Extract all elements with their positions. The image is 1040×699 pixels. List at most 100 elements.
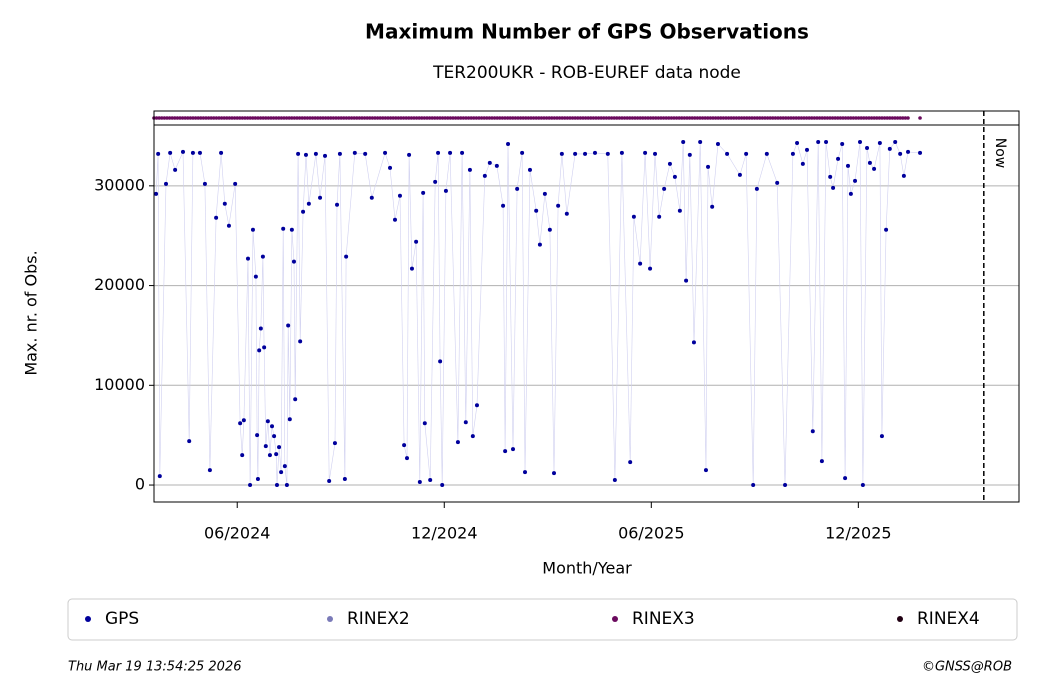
data-point [503,449,508,454]
data-point [698,139,703,144]
availability-dot [901,116,905,120]
legend-label: GPS [105,609,139,629]
availability-dot [706,116,710,120]
data-point [523,470,528,475]
data-point [764,151,769,156]
data-point [267,453,272,458]
availability-dot [401,116,406,120]
availability-dot [594,116,598,120]
availability-dot [869,116,874,120]
data-point [262,345,267,350]
availability-dot [630,116,635,120]
data-point [417,480,422,485]
availability-dot [448,116,453,120]
availability-dot [560,116,564,120]
data-point [667,161,672,166]
data-point [286,323,291,328]
availability-dot [482,116,487,120]
availability-dot [664,116,668,120]
availability-dot [817,116,822,120]
availability-dot [615,116,619,120]
availability-dot [867,116,871,120]
availability-dot [849,116,853,120]
availability-dot [755,116,759,120]
availability-dot [804,116,809,120]
data-point [303,152,308,157]
availability-dot [466,116,471,120]
data-point [265,419,270,424]
availability-dot [261,116,266,120]
y-tick-label: 0 [135,475,145,494]
availability-dot [682,116,687,120]
data-point [433,179,438,184]
availability-dot [253,116,258,120]
availability-dot [365,116,370,120]
availability-dot [391,116,396,120]
data-point [253,274,258,279]
availability-dot [485,116,489,120]
data-point [202,181,207,186]
availability-dot [357,116,362,120]
availability-dot [248,116,252,120]
data-point [884,227,889,232]
availability-dot [500,116,505,120]
data-point [260,254,265,259]
availability-dot [898,116,902,120]
availability-dot [245,116,250,120]
data-point [222,201,227,206]
data-point [463,420,468,425]
footer-copyright: ©GNSS@ROB [922,660,1012,675]
availability-dot [773,116,778,120]
data-point [804,147,809,152]
data-point [207,468,212,473]
availability-dot [451,116,455,120]
availability-dot [732,116,736,120]
data-point [710,204,715,209]
availability-dot [474,116,479,120]
data-point [313,151,318,156]
data-point [298,339,303,344]
legend-label: RINEX3 [632,609,695,629]
availability-dot [300,116,305,120]
availability-dot [487,116,492,120]
data-point [564,211,569,216]
data-point [893,139,898,144]
availability-dot [186,116,190,120]
availability-dot [529,116,533,120]
availability-dot [763,116,767,120]
availability-dot [633,116,637,120]
data-point [255,433,260,438]
availability-dot [643,116,648,120]
availability-dot [768,116,772,120]
availability-dot [729,116,733,120]
data-point [289,227,294,232]
availability-dot [680,116,684,120]
availability-dot [815,116,819,120]
data-point [335,202,340,207]
data-point [460,150,465,155]
availability-dot [552,116,557,120]
availability-dot [672,116,676,120]
data-point [421,190,426,195]
availability-dot [833,116,837,120]
data-point [282,464,287,469]
availability-dot [420,116,424,120]
availability-dot [591,116,596,120]
availability-dot [760,116,765,120]
data-point [687,152,692,157]
data-point [363,151,368,156]
availability-dot [180,116,185,120]
data-point [867,160,872,165]
availability-dot [490,116,494,120]
availability-dot [446,116,450,120]
availability-dot [745,116,749,120]
data-point [327,479,332,484]
availability-dot [687,116,692,120]
availability-dot [713,116,718,120]
availability-dot [862,116,866,120]
data-point [501,203,506,208]
data-point [800,161,805,166]
x-axis-label: Month/Year [542,559,632,578]
availability-dot [492,116,497,120]
data-point [173,167,178,172]
